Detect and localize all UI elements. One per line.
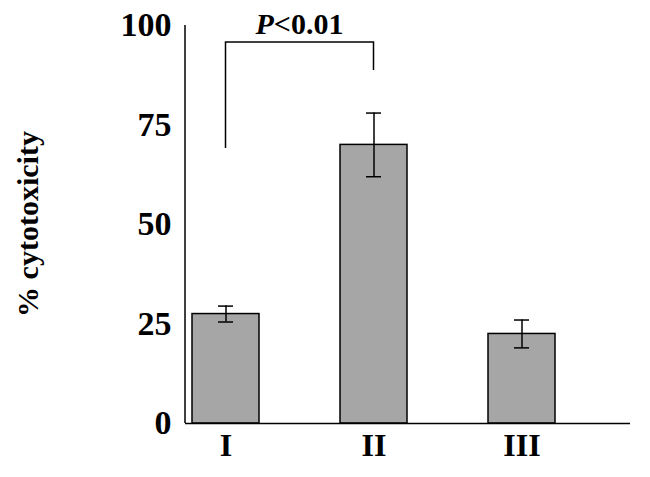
svg-text:II: II	[362, 427, 387, 463]
svg-text:25: 25	[138, 305, 172, 342]
svg-text:III: III	[503, 427, 540, 463]
svg-text:75: 75	[138, 106, 172, 143]
svg-text:P<0.01: P<0.01	[255, 7, 344, 40]
svg-text:I: I	[220, 427, 232, 463]
svg-text:0: 0	[155, 404, 172, 441]
svg-text:% cytotoxicity: % cytotoxicity	[11, 131, 44, 317]
svg-text:50: 50	[138, 205, 172, 242]
svg-text:100: 100	[121, 6, 172, 43]
